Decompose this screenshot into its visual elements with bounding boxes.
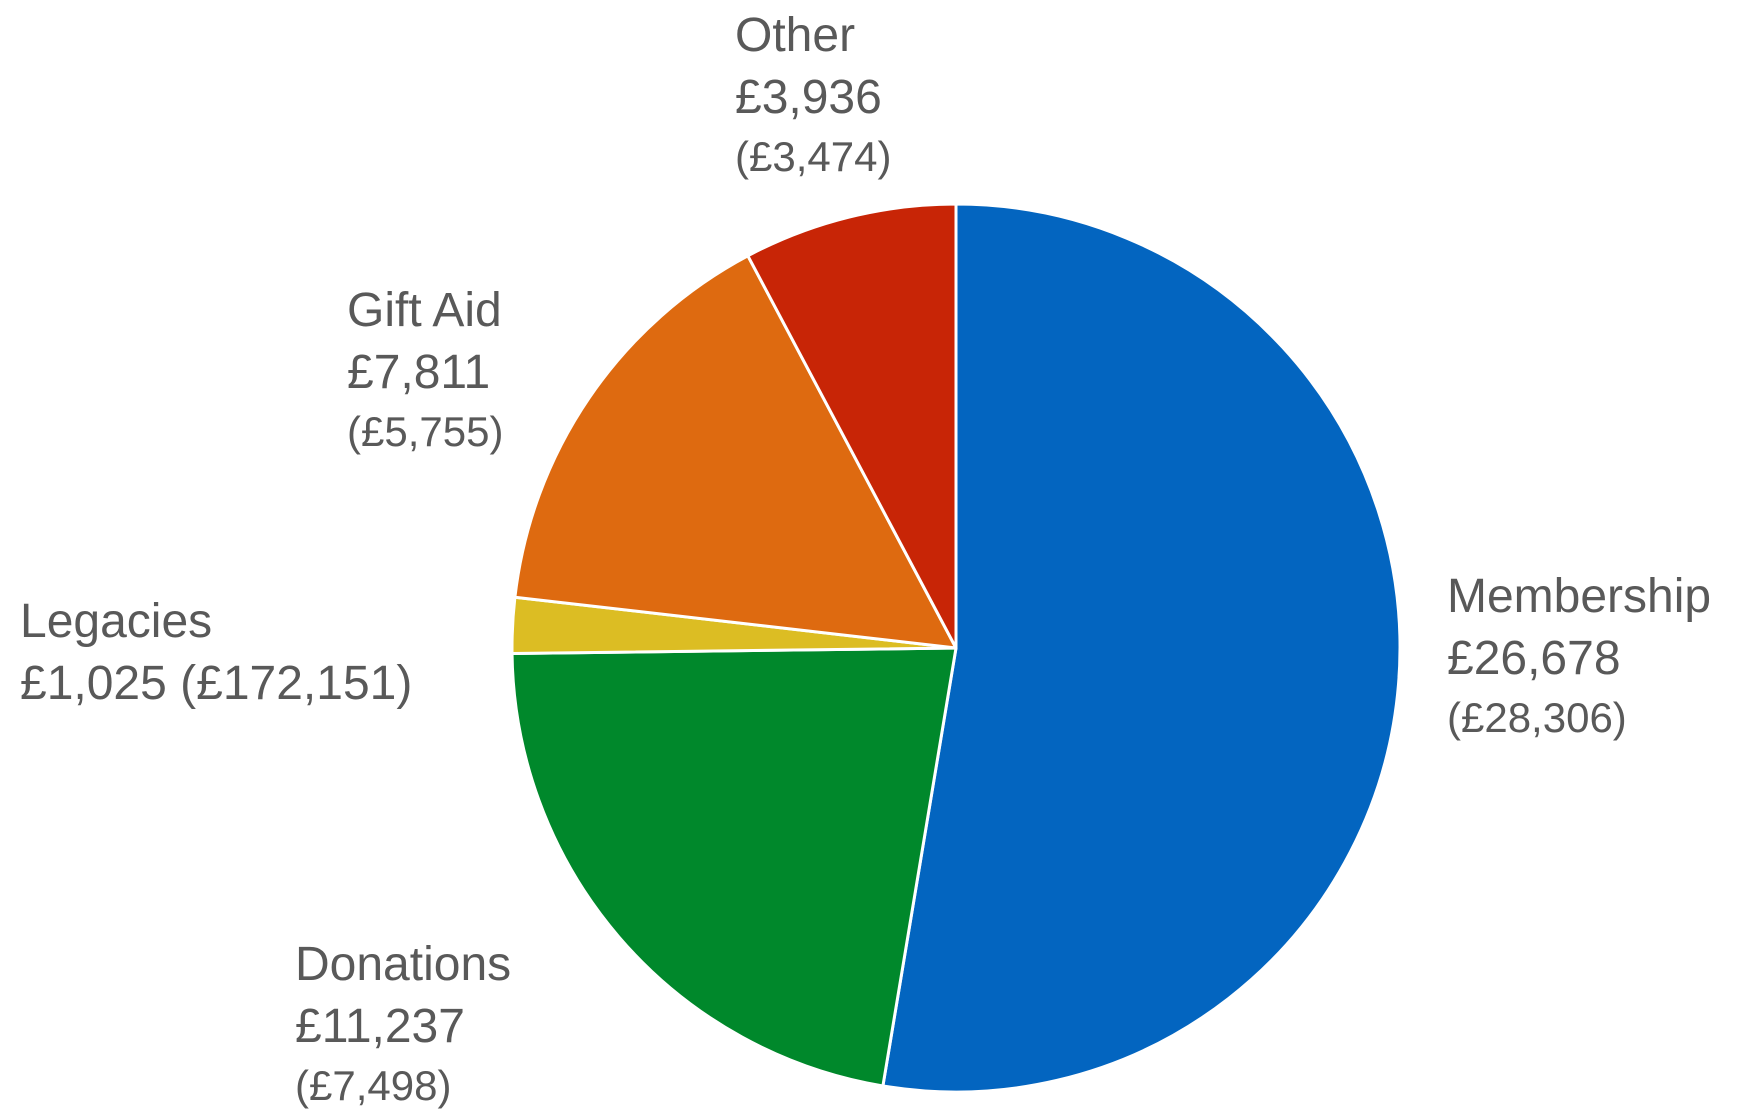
slice-value-gift-aid: £7,811	[347, 346, 491, 399]
slice-name-legacies: Legacies	[20, 595, 213, 648]
slice-value-membership: £26,678	[1447, 632, 1621, 685]
slice-name-donations: Donations	[295, 938, 512, 991]
slice-value-donations: £11,237	[295, 1000, 465, 1053]
slice-prior-donations: (£7,498)	[295, 1062, 452, 1109]
slice-gift-aid	[513, 254, 958, 650]
slice-prior-membership: (£28,306)	[1447, 694, 1627, 741]
slice-values-legacies: £1,025 (£172,151)	[20, 653, 412, 715]
label-other: Other £3,936 (£3,474)	[735, 5, 891, 185]
slice-name-other: Other	[735, 9, 856, 62]
label-legacies: Legacies £1,025 (£172,151)	[20, 591, 412, 715]
slice-value-legacies: £1,025	[20, 657, 167, 710]
pie-slices	[510, 202, 1402, 1094]
slice-prior-other: (£3,474)	[735, 133, 892, 180]
slice-prior-legacies: (£172,151)	[180, 657, 413, 710]
slice-donations	[510, 646, 958, 1088]
slice-name-gift-aid: Gift Aid	[347, 284, 502, 337]
slice-membership	[881, 202, 1402, 1094]
slice-name-membership: Membership	[1447, 570, 1712, 623]
slice-value-other: £3,936	[735, 71, 882, 124]
label-gift-aid: Gift Aid £7,811 (£5,755)	[347, 280, 503, 460]
label-donations: Donations £11,237 (£7,498)	[295, 934, 511, 1114]
label-membership: Membership £26,678 (£28,306)	[1447, 566, 1711, 746]
slice-other	[746, 202, 958, 650]
slice-prior-gift-aid: (£5,755)	[347, 408, 504, 455]
